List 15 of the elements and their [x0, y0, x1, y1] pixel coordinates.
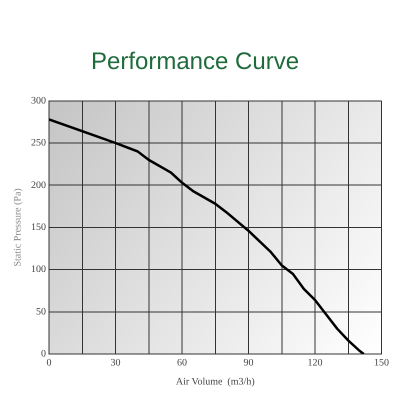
- y-tick-label: 200: [31, 180, 46, 191]
- y-tick-label: 50: [36, 306, 46, 318]
- y-tick-label: 300: [31, 95, 46, 106]
- y-axis-title: Static Pressure (Pa): [12, 188, 24, 267]
- chart-title: Performance Curve: [90, 48, 300, 76]
- x-axis-title: Air Volume (m3/h): [176, 376, 255, 388]
- x-tick-label: 60: [177, 358, 187, 369]
- y-tick-label: 0: [41, 348, 46, 360]
- x-tick-label: 90: [244, 358, 254, 369]
- y-tick-label: 150: [31, 222, 46, 234]
- x-tick-label: 150: [374, 358, 389, 369]
- y-tick-label: 100: [31, 264, 46, 276]
- x-tick-label: 30: [110, 358, 120, 369]
- x-tick-label: 120: [308, 358, 322, 369]
- y-tick-label: 250: [31, 138, 46, 149]
